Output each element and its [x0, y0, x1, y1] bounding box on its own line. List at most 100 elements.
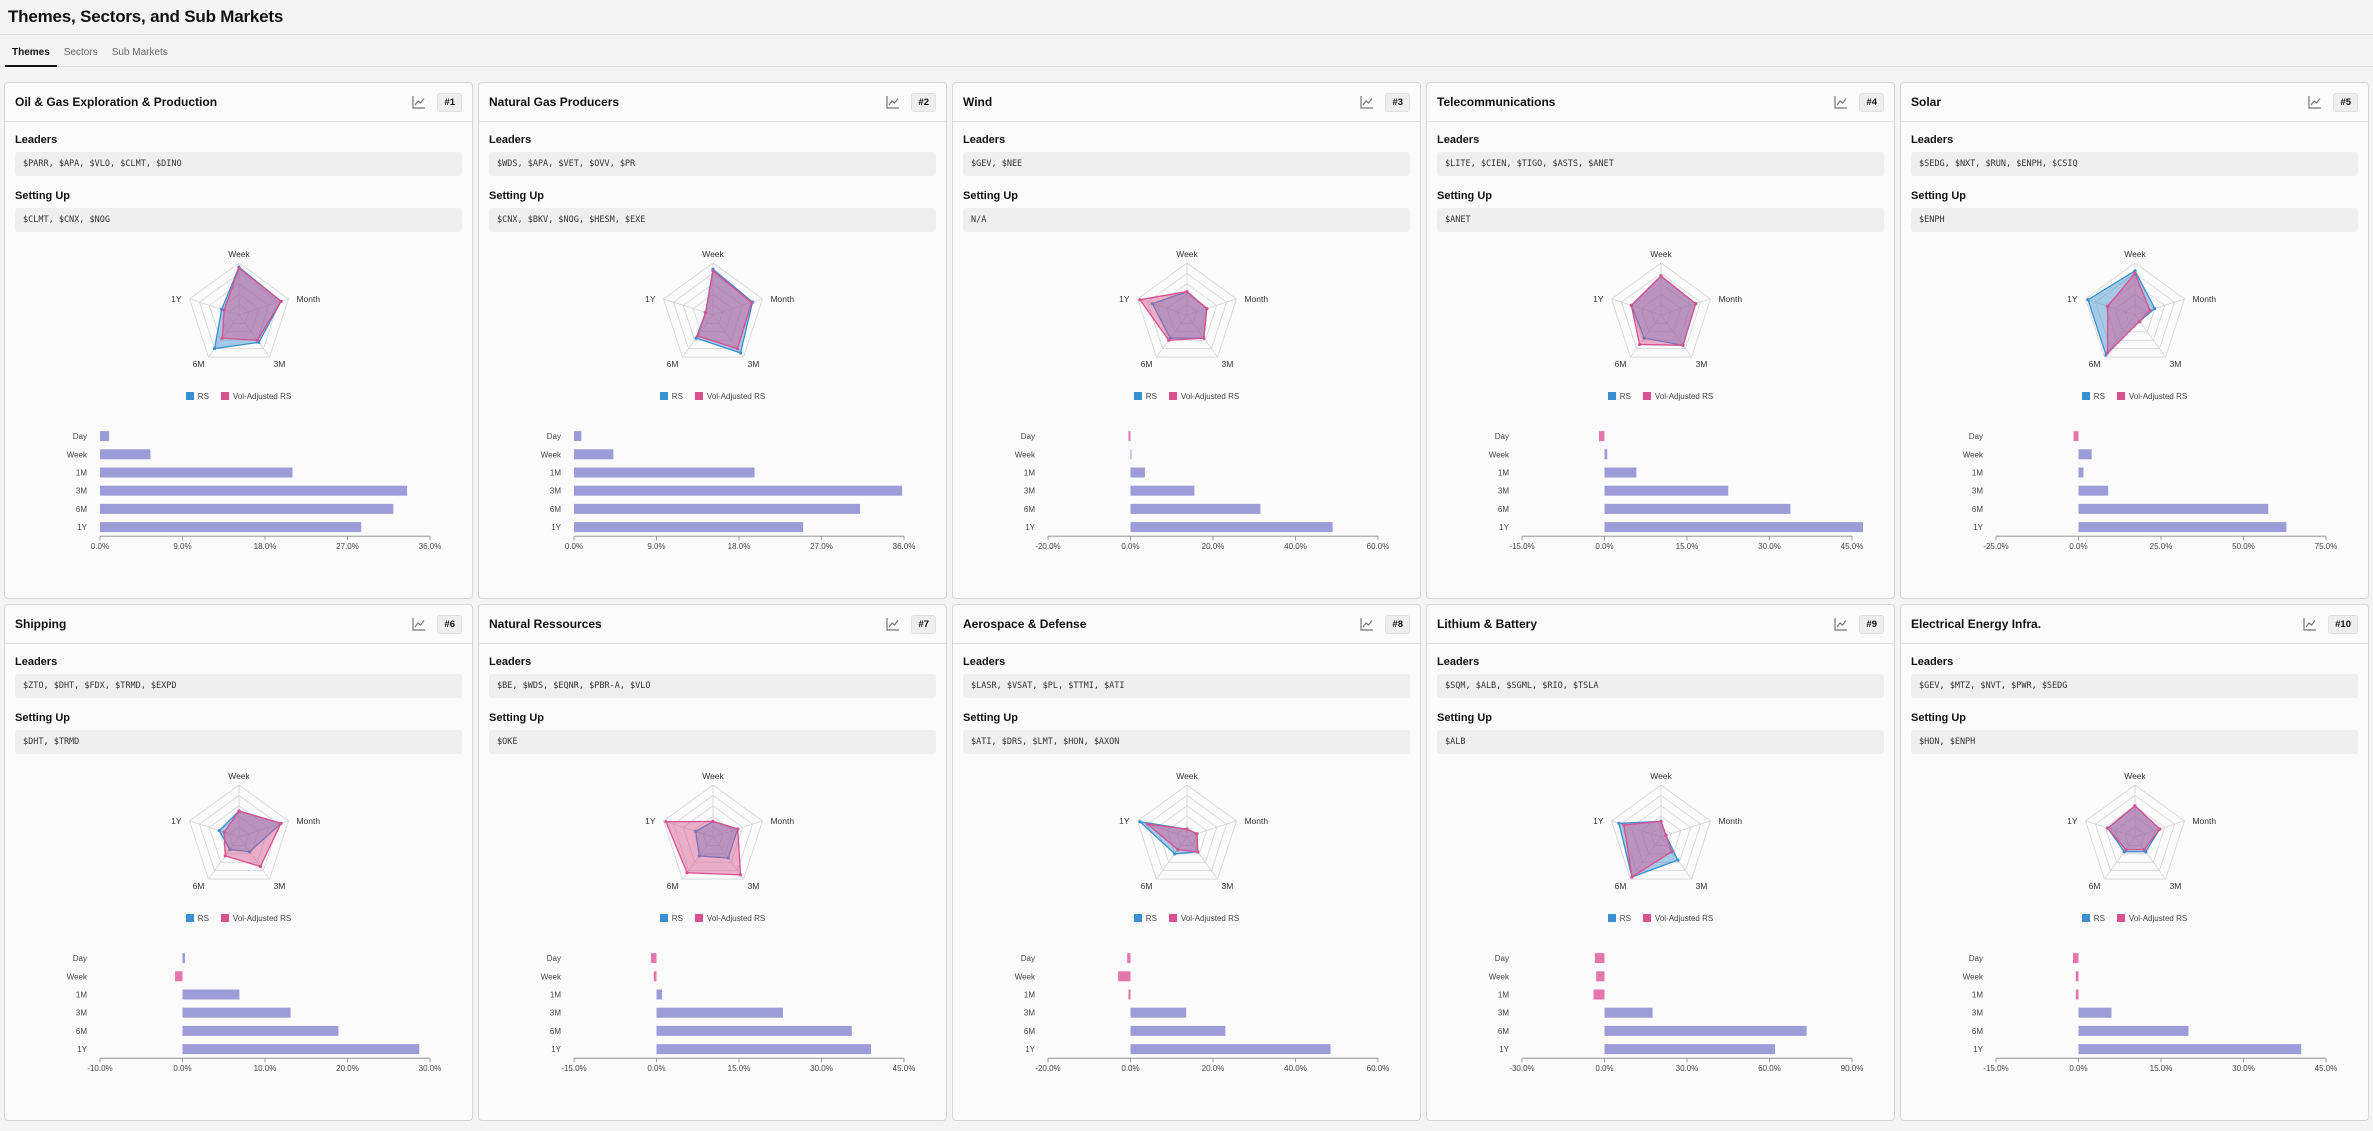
bar[interactable]: [1604, 522, 1864, 533]
bar[interactable]: [574, 467, 755, 478]
bar[interactable]: [574, 522, 804, 533]
bar[interactable]: [2078, 485, 2109, 496]
bar[interactable]: [1593, 989, 1605, 1000]
bar[interactable]: [1128, 431, 1131, 442]
bar[interactable]: [1594, 953, 1605, 964]
bar[interactable]: [2073, 431, 2079, 442]
bar[interactable]: [1604, 449, 1608, 460]
bar[interactable]: [182, 989, 240, 1000]
bar[interactable]: [2075, 989, 2079, 1000]
bar[interactable]: [651, 953, 657, 964]
legend-item-rs[interactable]: RS: [659, 913, 683, 923]
bar[interactable]: [100, 503, 394, 514]
legend-item-vol-adjusted[interactable]: Vol-Adjusted RS: [1642, 913, 1713, 923]
legend-item-vol-adjusted[interactable]: Vol-Adjusted RS: [1642, 391, 1713, 401]
bar[interactable]: [2078, 467, 2084, 478]
bar[interactable]: [1130, 503, 1261, 514]
legend-item-vol-adjusted[interactable]: Vol-Adjusted RS: [2116, 913, 2187, 923]
line-chart-icon[interactable]: [885, 94, 901, 110]
bar[interactable]: [656, 1007, 784, 1018]
bar[interactable]: [2078, 522, 2287, 533]
theme-card: Telecommunications #4 Leaders $LITE, $CI…: [1426, 82, 1895, 599]
bar[interactable]: [100, 431, 110, 442]
radar-point: [2147, 308, 2151, 312]
bar[interactable]: [1604, 467, 1637, 478]
line-chart-icon[interactable]: [2302, 616, 2318, 632]
bar[interactable]: [574, 485, 903, 496]
bar[interactable]: [175, 971, 183, 982]
legend-item-vol-adjusted[interactable]: Vol-Adjusted RS: [694, 391, 765, 401]
legend-item-rs[interactable]: RS: [659, 391, 683, 401]
bar[interactable]: [1130, 449, 1132, 460]
bar[interactable]: [2075, 971, 2079, 982]
bar[interactable]: [100, 485, 408, 496]
line-chart-icon[interactable]: [1833, 94, 1849, 110]
bar[interactable]: [1130, 467, 1145, 478]
line-chart-icon[interactable]: [411, 94, 427, 110]
bar[interactable]: [2078, 1044, 2302, 1055]
legend-item-rs[interactable]: RS: [1607, 391, 1631, 401]
radar-point: [697, 854, 701, 858]
legend-item-vol-adjusted[interactable]: Vol-Adjusted RS: [220, 913, 291, 923]
bar[interactable]: [656, 1044, 872, 1055]
bar[interactable]: [100, 449, 151, 460]
bar[interactable]: [1604, 485, 1729, 496]
bar[interactable]: [656, 1025, 852, 1036]
legend-item-vol-adjusted[interactable]: Vol-Adjusted RS: [1168, 391, 1239, 401]
bar[interactable]: [2078, 1007, 2112, 1018]
bar[interactable]: [2078, 449, 2092, 460]
bar[interactable]: [1130, 522, 1333, 533]
legend-item-rs[interactable]: RS: [1607, 913, 1631, 923]
bar[interactable]: [1128, 989, 1131, 1000]
tab-themes[interactable]: Themes: [5, 41, 57, 67]
bar[interactable]: [1596, 971, 1605, 982]
bar[interactable]: [1604, 1007, 1653, 1018]
bar[interactable]: [574, 503, 860, 514]
bar[interactable]: [1604, 1044, 1776, 1055]
bar[interactable]: [1130, 1044, 1331, 1055]
bar[interactable]: [574, 449, 614, 460]
legend-item-vol-adjusted[interactable]: Vol-Adjusted RS: [1168, 913, 1239, 923]
bar[interactable]: [1130, 485, 1195, 496]
legend-item-rs[interactable]: RS: [1133, 913, 1157, 923]
bar[interactable]: [1130, 1025, 1226, 1036]
bar[interactable]: [1130, 1007, 1187, 1018]
bar[interactable]: [100, 467, 293, 478]
legend-item-rs[interactable]: RS: [2081, 913, 2105, 923]
legend-item-vol-adjusted[interactable]: Vol-Adjusted RS: [694, 913, 765, 923]
line-chart-icon[interactable]: [885, 616, 901, 632]
x-tick-label: 90.0%: [1841, 1064, 1864, 1073]
legend-item-vol-adjusted[interactable]: Vol-Adjusted RS: [2116, 391, 2188, 401]
bar[interactable]: [1604, 1025, 1807, 1036]
line-chart-icon[interactable]: [1359, 616, 1375, 632]
bar[interactable]: [1127, 953, 1131, 964]
bar[interactable]: [1599, 431, 1605, 442]
bar[interactable]: [182, 1007, 291, 1018]
line-chart-icon[interactable]: [1833, 616, 1849, 632]
tab-sectors[interactable]: Sectors: [63, 47, 98, 58]
bar[interactable]: [653, 971, 657, 982]
bar[interactable]: [574, 431, 582, 442]
bar[interactable]: [182, 1025, 339, 1036]
bar[interactable]: [2078, 1025, 2189, 1036]
tab-sub-markets[interactable]: Sub Markets: [111, 47, 168, 58]
bar[interactable]: [2078, 503, 2269, 514]
bar[interactable]: [182, 1044, 420, 1055]
bar[interactable]: [1604, 503, 1791, 514]
legend-vol-label: Vol-Adjusted RS: [2128, 391, 2188, 401]
bar[interactable]: [1118, 971, 1131, 982]
line-chart-icon[interactable]: [1359, 94, 1375, 110]
x-tick-label: 40.0%: [1284, 1064, 1307, 1073]
legend-item-rs[interactable]: RS: [185, 391, 209, 401]
radar-axis-label: Week: [2124, 249, 2146, 259]
legend-item-rs[interactable]: RS: [1133, 391, 1157, 401]
bar[interactable]: [2073, 953, 2079, 964]
bar[interactable]: [100, 522, 362, 533]
legend-item-rs[interactable]: RS: [2081, 391, 2105, 401]
legend-item-vol-adjusted[interactable]: Vol-Adjusted RS: [220, 391, 291, 401]
line-chart-icon[interactable]: [2307, 94, 2323, 110]
bar[interactable]: [656, 989, 663, 1000]
bar[interactable]: [182, 953, 185, 964]
line-chart-icon[interactable]: [411, 616, 427, 632]
legend-item-rs[interactable]: RS: [185, 913, 209, 923]
